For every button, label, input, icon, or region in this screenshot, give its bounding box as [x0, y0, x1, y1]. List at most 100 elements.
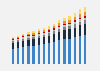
- Bar: [27, 40, 30, 46]
- Bar: [58, 26, 60, 27]
- Bar: [17, 48, 19, 64]
- Bar: [43, 35, 45, 37]
- Bar: [17, 36, 19, 37]
- Bar: [32, 37, 35, 39]
- Bar: [17, 39, 19, 40]
- Bar: [79, 25, 81, 36]
- Bar: [68, 39, 71, 64]
- Bar: [48, 30, 50, 32]
- Bar: [79, 22, 81, 25]
- Bar: [63, 27, 66, 30]
- Bar: [63, 25, 66, 27]
- Bar: [17, 40, 19, 42]
- Bar: [84, 12, 86, 16]
- Bar: [12, 39, 14, 40]
- Bar: [53, 30, 55, 31]
- Bar: [84, 18, 86, 20]
- Bar: [48, 29, 50, 30]
- Bar: [84, 24, 86, 35]
- Bar: [38, 29, 40, 32]
- Bar: [68, 29, 71, 39]
- Bar: [84, 20, 86, 24]
- Bar: [58, 32, 60, 40]
- Bar: [38, 36, 40, 38]
- Bar: [53, 34, 55, 42]
- Bar: [32, 35, 35, 36]
- Bar: [32, 36, 35, 37]
- Bar: [43, 33, 45, 35]
- Bar: [22, 39, 24, 41]
- Bar: [74, 20, 76, 22]
- Bar: [32, 39, 35, 46]
- Bar: [68, 23, 71, 24]
- Bar: [63, 18, 66, 21]
- Bar: [22, 37, 24, 39]
- Bar: [12, 43, 14, 49]
- Bar: [38, 45, 40, 64]
- Bar: [12, 49, 14, 64]
- Bar: [74, 28, 76, 37]
- Bar: [27, 38, 30, 40]
- Bar: [63, 39, 66, 64]
- Bar: [58, 23, 60, 26]
- Bar: [12, 37, 14, 38]
- Bar: [53, 42, 55, 64]
- Bar: [74, 13, 76, 17]
- Bar: [43, 30, 45, 32]
- Bar: [74, 17, 76, 20]
- Bar: [22, 36, 24, 37]
- Bar: [63, 30, 66, 39]
- Bar: [68, 16, 71, 20]
- Bar: [12, 40, 14, 41]
- Bar: [84, 16, 86, 18]
- Bar: [27, 46, 30, 64]
- Bar: [22, 34, 24, 35]
- Bar: [12, 41, 14, 43]
- Bar: [63, 24, 66, 25]
- Bar: [32, 33, 35, 35]
- Bar: [79, 19, 81, 22]
- Bar: [27, 34, 30, 35]
- Bar: [38, 33, 40, 34]
- Bar: [53, 28, 55, 30]
- Bar: [79, 36, 81, 64]
- Bar: [53, 31, 55, 34]
- Bar: [22, 41, 24, 47]
- Bar: [58, 20, 60, 23]
- Bar: [27, 35, 30, 36]
- Bar: [68, 26, 71, 29]
- Bar: [48, 33, 50, 36]
- Bar: [68, 20, 71, 23]
- Bar: [43, 28, 45, 30]
- Bar: [43, 32, 45, 33]
- Bar: [27, 36, 30, 38]
- Bar: [38, 34, 40, 36]
- Bar: [43, 44, 45, 64]
- Bar: [38, 32, 40, 33]
- Bar: [17, 42, 19, 48]
- Bar: [17, 37, 19, 38]
- Bar: [32, 31, 35, 33]
- Bar: [58, 27, 60, 29]
- Bar: [48, 26, 50, 29]
- Bar: [68, 24, 71, 26]
- Bar: [74, 37, 76, 64]
- Bar: [53, 24, 55, 26]
- Bar: [58, 40, 60, 64]
- Bar: [22, 47, 24, 64]
- Bar: [79, 9, 81, 14]
- Bar: [84, 7, 86, 12]
- Bar: [32, 46, 35, 64]
- Bar: [48, 43, 50, 64]
- Bar: [79, 18, 81, 19]
- Bar: [43, 37, 45, 44]
- Bar: [48, 36, 50, 43]
- Bar: [58, 29, 60, 32]
- Bar: [17, 38, 19, 39]
- Bar: [63, 21, 66, 24]
- Bar: [27, 32, 30, 34]
- Bar: [74, 22, 76, 24]
- Bar: [48, 32, 50, 33]
- Bar: [74, 24, 76, 28]
- Bar: [79, 14, 81, 18]
